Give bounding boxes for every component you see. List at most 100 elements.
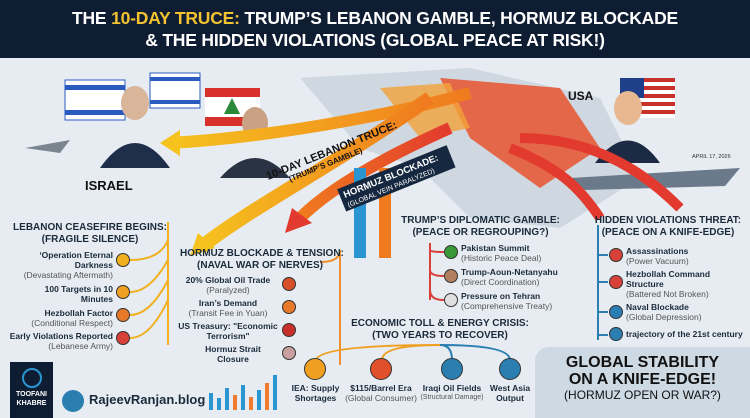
usa-label: USA xyxy=(568,89,594,103)
date-label: APRIL 17, 2026 xyxy=(692,154,731,160)
text-label: $115/Barrel Era xyxy=(350,383,412,393)
header: THE 10-DAY TRUCE: TRUMP’S LEBANON GAMBLE… xyxy=(0,0,750,58)
text-label: (Direct Coordination) xyxy=(461,277,540,287)
text-label: (PEACE OR REGROUPING?) xyxy=(412,227,549,238)
text-label: TRUMP’S LEBANON GAMBLE, HORMUZ BLOCKADE xyxy=(239,8,678,28)
oil-drop-icon xyxy=(441,358,463,380)
text-label: Pakistan Summit xyxy=(461,243,530,253)
leader-portrait xyxy=(121,86,149,120)
lebanon-item: Early Violations Reported (Lebanese Army) xyxy=(2,331,113,351)
hormuz-item: US Treasury: "Economic Terrorism" xyxy=(178,321,278,341)
text-label: GLOBAL STABILITY xyxy=(565,354,720,371)
economic-item: West Asia Output xyxy=(487,383,533,403)
diplomatic-item: Pakistan Summit (Historic Peace Deal) xyxy=(461,243,581,263)
target-100-icon xyxy=(116,285,130,299)
text-label: (Conditional Respect) xyxy=(31,318,113,328)
hidden-item: Hezbollah Command Structure (Battered Not… xyxy=(626,269,750,299)
text-label: HORMUZ BLOCKADE & TENSION: xyxy=(180,248,344,259)
yuan-icon xyxy=(282,300,296,314)
hidden-item: Assassinations (Power Vacuum) xyxy=(626,246,750,266)
text-label: (Historic Peace Deal) xyxy=(461,253,542,263)
iran-flag-icon xyxy=(444,293,458,307)
handshake-icon xyxy=(116,308,130,322)
us-flag-icon xyxy=(282,323,296,337)
hormuz-item: Iran’s Demand (Transit Fee in Yuan) xyxy=(178,298,278,318)
command-icon xyxy=(609,275,623,289)
jet-icon xyxy=(25,140,70,153)
text-label: TRUMP’S DIPLOMATIC GAMBLE: xyxy=(401,215,560,226)
arrow-to-hidden xyxy=(519,133,684,212)
arrow-to-hormuz xyxy=(295,122,453,223)
text-label: Pressure on Tehran xyxy=(461,291,541,301)
text-label: Hezbollah Factor xyxy=(44,308,113,318)
skull-icon xyxy=(116,253,130,267)
arrow-to-diplomatic xyxy=(508,143,605,221)
oil-drop-icon xyxy=(282,277,296,291)
economic-item: $115/Barrel Era (Global Consumer) xyxy=(345,383,417,403)
arrow-to-israel xyxy=(169,87,472,149)
text-label: US Treasury: "Economic Terrorism" xyxy=(178,321,278,341)
alert-icon xyxy=(609,248,623,262)
text-label: 10-DAY TRUCE: xyxy=(111,8,240,28)
chart-icon xyxy=(304,358,326,380)
text-label: (Paralyzed) xyxy=(206,285,250,295)
trump-portrait xyxy=(614,91,642,125)
hidden-item: Naval Blockade (Global Depression) xyxy=(626,302,750,322)
text-label: 20% Global Oil Trade xyxy=(185,275,271,285)
text-label: KHABRE xyxy=(16,400,47,407)
text-label: (Lebanese Army) xyxy=(48,341,113,351)
lebanon-item: ‘Operation Eternal Darkness (Devastating … xyxy=(2,250,113,280)
israel-label: ISRAEL xyxy=(85,178,133,193)
text-label: ‘Operation Eternal Darkness xyxy=(39,250,113,270)
warning-icon xyxy=(116,331,130,345)
text-label: (FRAGILE SILENCE) xyxy=(41,234,139,245)
lebanon-item: 100 Targets in 10 Minutes xyxy=(30,284,113,304)
economic-item: Iraqi Oil Fields (Structural Damage) xyxy=(420,383,484,403)
diplomatic-item: Pressure on Tehran (Comprehensive Treaty) xyxy=(461,291,581,311)
mini-bar-chart xyxy=(209,375,277,410)
stability-panel: GLOBAL STABILITY ON A KNIFE-EDGE! (HORMU… xyxy=(535,347,750,418)
economic-section-title: ECONOMIC TOLL & ENERGY CRISIS: (TWO YEARS… xyxy=(330,318,550,342)
text-label: (Power Vacuum) xyxy=(626,256,689,266)
leaders-icon xyxy=(444,269,458,283)
text-label: Iran’s Demand xyxy=(198,298,258,308)
text-label: HIDDEN VIOLATIONS THREAT: xyxy=(594,215,742,226)
text-label: (HORMUZ OPEN OR WAR?) xyxy=(564,388,721,402)
text-label: West Asia Output xyxy=(489,383,531,403)
lightning-icon xyxy=(22,368,42,388)
lebanon-section-title: LEBANON CEASEFIRE BEGINS: (FRAGILE SILENC… xyxy=(5,222,175,246)
text-label: trajectory of the 21st century xyxy=(626,329,743,339)
text-label: TOOFANI xyxy=(16,391,47,398)
hormuz-item: 20% Global Oil Trade (Paralyzed) xyxy=(178,275,278,295)
economic-item: IEA: Supply Shortages xyxy=(288,383,343,403)
text-label: (TWO YEARS TO RECOVER) xyxy=(372,330,508,341)
blog-link[interactable]: RajeevRanjan.blog xyxy=(89,392,206,407)
text-label: (Transit Fee in Yuan) xyxy=(188,308,268,318)
text-label: ECONOMIC TOLL & ENERGY CRISIS: xyxy=(351,318,529,329)
hidden-section-title: HIDDEN VIOLATIONS THREAT: (PEACE ON A KNI… xyxy=(588,215,748,239)
title-line-1: THE 10-DAY TRUCE: TRUMP’S LEBANON GAMBLE… xyxy=(0,7,750,29)
text-label: Trump-Aoun-Netanyahu xyxy=(461,267,558,277)
diplomatic-section-title: TRUMP’S DIPLOMATIC GAMBLE: (PEACE OR REGR… xyxy=(398,215,563,239)
text-label: (Comprehensive Treaty) xyxy=(461,301,553,311)
text-label: Early Violations Reported xyxy=(9,331,113,341)
ship-icon xyxy=(609,305,623,319)
map-illustration: ISRAEL USA APRIL 17, 2026 10-DAY LEBANON… xyxy=(25,68,740,258)
text-label: ON A KNIFE-EDGE! xyxy=(568,371,717,388)
text-label: (Global Depression) xyxy=(626,312,702,322)
factory-icon xyxy=(499,358,521,380)
diplomatic-item: Trump-Aoun-Netanyahu (Direct Coordination… xyxy=(461,267,581,287)
toofani-khabre-logo: TOOFANI KHABRE xyxy=(10,362,53,418)
text-label: Assassinations xyxy=(626,246,689,256)
aircraft-carrier xyxy=(570,168,740,190)
text-label: (PEACE ON A KNIFE-EDGE) xyxy=(601,227,735,238)
closed-strait-icon xyxy=(282,346,296,360)
barrel-icon xyxy=(370,358,392,380)
text-label: (Structural Damage) xyxy=(420,394,484,401)
arrow-to-lebanon xyxy=(195,92,435,254)
text-label: (Devastating Aftermath) xyxy=(23,270,113,280)
text-label: Iraqi Oil Fields xyxy=(422,383,482,393)
pakistan-flag-icon xyxy=(444,245,458,259)
text-label: (Global Consumer) xyxy=(345,393,417,403)
text-label: THE xyxy=(72,8,112,28)
